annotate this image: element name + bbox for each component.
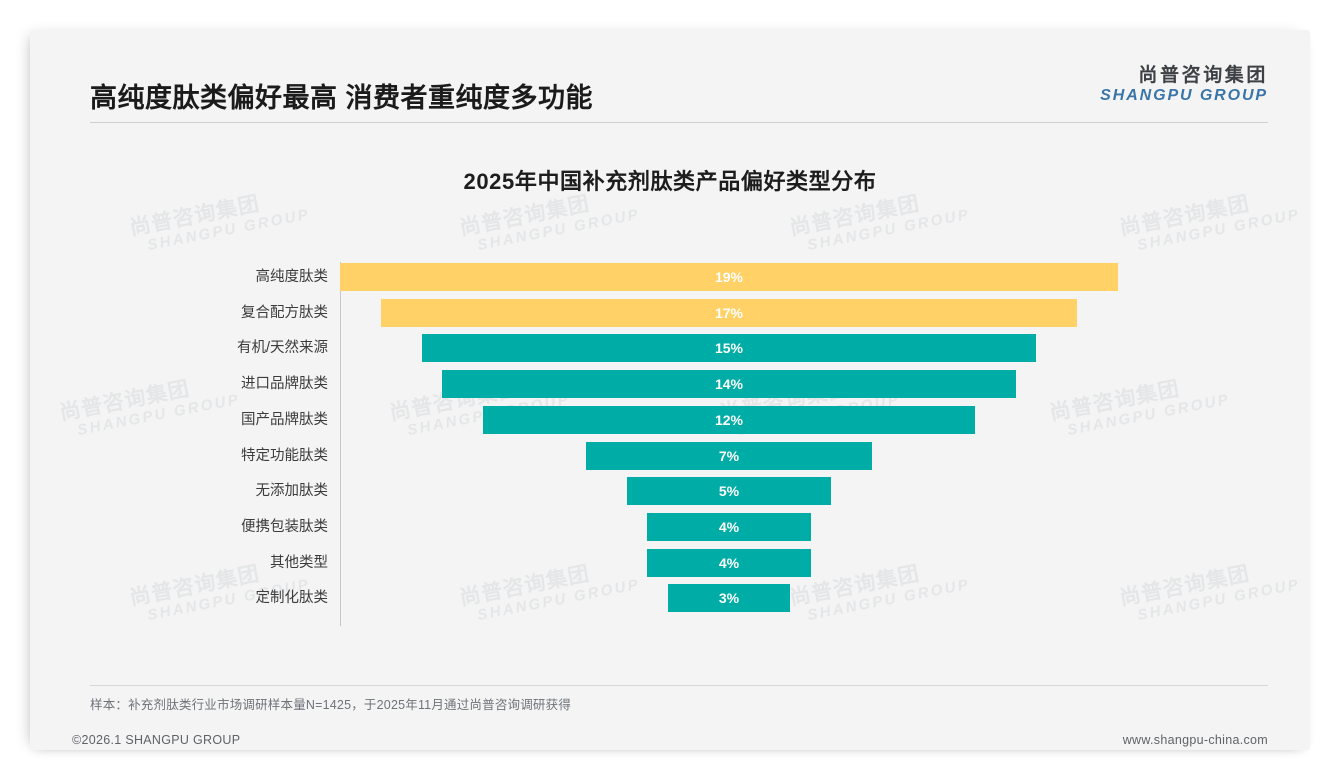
- brand-name-cn: 尚普咨询集团: [1138, 65, 1268, 86]
- bar-value-label: 7%: [718, 447, 740, 464]
- copyright-text: ©2026.1 SHANGPU GROUP: [72, 733, 241, 747]
- bar[interactable]: [667, 584, 791, 613]
- chart-row: 便携包装肽类 4%: [90, 512, 1250, 542]
- chart-row: 特定功能肽类 7%: [90, 441, 1250, 471]
- category-label: 特定功能肽类: [241, 447, 328, 464]
- bar[interactable]: [585, 441, 873, 470]
- bar-value-label: 3%: [718, 590, 740, 607]
- slide-header: 高纯度肽类偏好最高 消费者重纯度多功能 尚普咨询集团 SHANGPU GROUP: [30, 30, 1310, 125]
- chart-row: 国产品牌肽类 12%: [90, 405, 1250, 435]
- category-axis-line: [340, 262, 341, 626]
- chart-row: 其他类型 4%: [90, 548, 1250, 578]
- bar-value-label: 17%: [714, 304, 743, 321]
- category-label: 有机/天然来源: [236, 340, 328, 357]
- bar-value-label: 19%: [714, 269, 744, 285]
- website-link[interactable]: www.shangpu-china.com: [1122, 733, 1268, 747]
- bar-value-label: 15%: [714, 340, 743, 357]
- bar-value-label: 14%: [714, 376, 743, 393]
- bar[interactable]: [647, 512, 811, 541]
- category-label: 定制化肽类: [255, 590, 329, 607]
- chart-row: 复合配方肽类 17%: [90, 298, 1250, 328]
- chart-row: 进口品牌肽类 14%: [90, 369, 1250, 399]
- category-label: 进口品牌肽类: [241, 376, 328, 393]
- category-label: 国产品牌肽类: [241, 411, 328, 428]
- bar[interactable]: [626, 477, 832, 506]
- brand-logo: 尚普咨询集团 SHANGPU GROUP: [1100, 66, 1268, 105]
- chart-row: 无添加肽类 5%: [90, 476, 1250, 506]
- bar[interactable]: [647, 548, 811, 577]
- slide-footer: ©2026.1 SHANGPU GROUP www.shangpu-china.…: [30, 726, 1310, 760]
- footnote-divider: [90, 685, 1268, 686]
- bar[interactable]: [483, 405, 975, 434]
- slide: 尚普咨询集团 SHANGPU GROUP 尚普咨询集团 SHANGPU GROUP 尚普…: [30, 30, 1310, 750]
- category-label: 高纯度肽类: [255, 269, 329, 285]
- category-label: 复合配方肽类: [241, 304, 328, 321]
- bar[interactable]: [340, 263, 1118, 291]
- funnel-bar-chart: 高纯度肽类 19% 复合配方肽类 17% 有机/天然来源 15% 进口品牌肽类 14% 国产品牌…: [90, 240, 1250, 628]
- category-label: 其他类型: [270, 554, 328, 571]
- bar-value-label: 4%: [718, 554, 740, 571]
- header-divider: [90, 122, 1268, 123]
- page-title: 高纯度肽类偏好最高 消费者重纯度多功能: [90, 83, 594, 113]
- category-label: 无添加肽类: [255, 483, 329, 500]
- chart-row: 高纯度肽类 19%: [90, 262, 1250, 292]
- brand-name-en: SHANGPU GROUP: [1100, 86, 1268, 104]
- bar[interactable]: [442, 370, 1016, 399]
- bar[interactable]: [421, 334, 1037, 363]
- chart-row: 定制化肽类 3%: [90, 583, 1250, 613]
- bar[interactable]: [380, 298, 1078, 327]
- bar-value-label: 5%: [718, 483, 740, 500]
- chart-row: 有机/天然来源 15%: [90, 333, 1250, 363]
- bar-value-label: 12%: [714, 411, 743, 428]
- category-label: 便携包装肽类: [241, 518, 328, 535]
- chart-source-note: 样本：补充剂肽类行业市场调研样本量N=1425，于2025年11月通过尚普咨询调…: [90, 698, 572, 712]
- bar-value-label: 4%: [718, 518, 740, 535]
- chart-title: 2025年中国补充剂肽类产品偏好类型分布: [463, 169, 877, 194]
